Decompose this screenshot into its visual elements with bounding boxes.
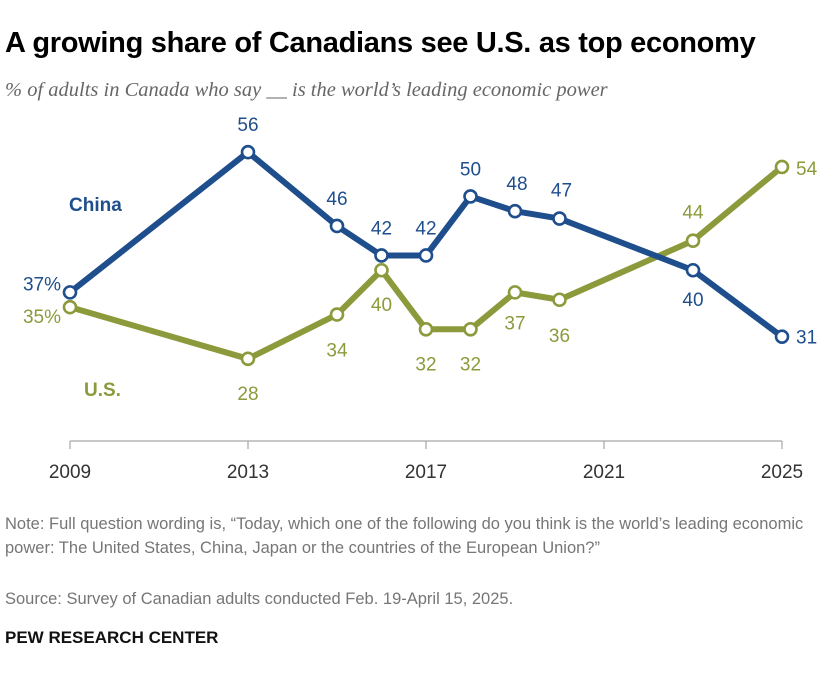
series-lines [67,149,785,362]
china-label-2016: 42 [371,218,392,239]
us-series-line [67,163,785,362]
us-point-2023 [685,233,701,249]
us-label-2017: 32 [415,354,436,375]
china-label-2009: 37% [23,274,61,295]
x-tick-label-2013: 2013 [227,462,269,483]
pew-research-center-logo: PEW RESEARCH CENTER [5,628,219,647]
us-label-2016: 40 [371,295,392,316]
x-tick-label-2021: 2021 [583,462,625,483]
us-label-2009: 35% [23,307,61,328]
x-axis: 2009 2013 2017 2021 2025 [49,440,803,483]
us-point-2020 [552,292,567,308]
us-label-2019: 37 [504,313,525,334]
us-label-2020: 36 [549,326,570,347]
series-points [62,144,790,367]
us-label-2025: 54 [796,159,818,180]
us-point-2025 [774,159,790,175]
china-point-2025 [774,329,790,344]
data-labels: 35% 28 34 40 32 32 37 36 44 54 37% 56 46 42 42 50 48 47 40… [23,115,818,405]
footnote: Note: Full question wording is, “Today, … [5,515,804,557]
china-point-2023 [685,262,701,278]
us-point-2016 [374,262,389,278]
us-series-label: U.S. [84,380,121,401]
china-point-2019 [507,203,523,219]
chart-title: A growing share of Canadians see U.S. as… [5,27,756,59]
china-point-2020 [552,211,567,226]
china-point-2015 [329,218,345,234]
china-point-2017 [418,248,434,263]
china-label-2023: 40 [682,290,703,311]
x-tick-label-2009: 2009 [49,462,91,483]
us-point-2017 [418,321,434,337]
us-point-2015 [329,307,345,322]
china-label-2013: 56 [237,115,258,136]
china-label-2017: 42 [415,218,436,239]
us-point-2018 [463,321,478,337]
us-label-2018: 32 [460,354,481,375]
chart-subtitle: % of adults in Canada who say __ is the … [5,79,608,101]
china-point-2009 [62,285,78,300]
us-point-2009 [62,299,78,315]
china-label-2018: 50 [460,159,481,180]
china-label-2015: 46 [326,189,347,210]
us-point-2019 [507,285,523,300]
x-tick-label-2025: 2025 [761,462,803,483]
us-label-2015: 34 [326,341,348,362]
china-series-label: China [69,195,122,216]
x-tick-label-2017: 2017 [405,462,447,483]
us-label-2023: 44 [682,203,704,224]
china-point-2018 [463,189,478,204]
china-point-2016 [374,248,389,263]
source-note: Source: Survey of Canadian adults conduc… [5,590,514,608]
us-point-2013 [240,351,256,367]
china-point-2013 [240,144,256,160]
china-label-2025: 31 [796,328,817,349]
china-series-line [67,149,785,340]
china-label-2019: 48 [506,174,527,195]
us-label-2013: 28 [237,384,258,405]
china-label-2020: 47 [551,181,572,202]
